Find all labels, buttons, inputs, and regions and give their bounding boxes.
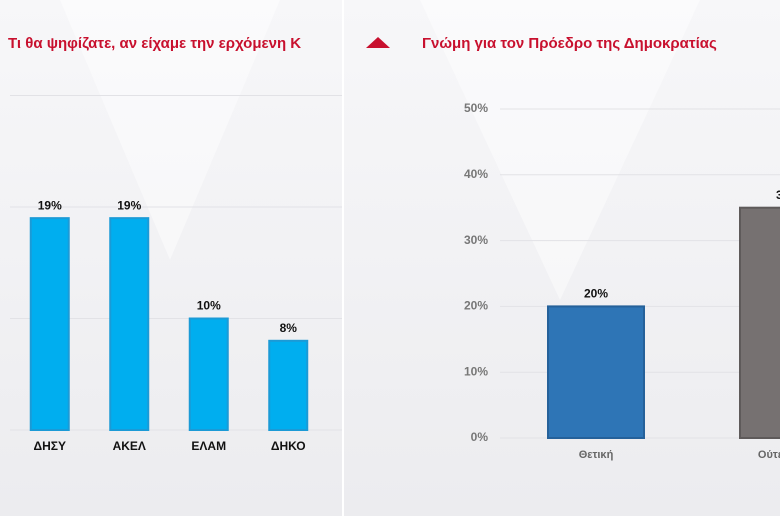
data-label: 19% bbox=[38, 198, 62, 212]
bar bbox=[188, 317, 229, 431]
triangle-icon bbox=[366, 37, 390, 48]
data-label: 35% bbox=[776, 188, 780, 202]
x-tick-label: Ούτε θετική bbox=[758, 449, 780, 461]
x-tick-label: ΑΚΕΛ bbox=[113, 439, 146, 453]
data-label: 20% bbox=[584, 287, 608, 301]
bar bbox=[109, 217, 150, 431]
data-label: 8% bbox=[280, 321, 298, 335]
y-tick-label: 0% bbox=[471, 430, 489, 444]
chart-title: Τι θα ψηφίζατε, αν είχαμε την ερχόμενη Κ bbox=[8, 35, 301, 52]
y-tick-label: 50% bbox=[464, 101, 488, 115]
y-tick-label: 30% bbox=[464, 233, 488, 247]
chart-title: Γνώμη για τον Πρόεδρο της Δημοκρατίας bbox=[422, 35, 717, 52]
x-tick-label: ΔΗΚΟ bbox=[271, 439, 306, 453]
pattern bbox=[60, 0, 700, 300]
x-tick-label: Θετική bbox=[579, 449, 614, 461]
data-label: 10% bbox=[197, 299, 221, 313]
bar bbox=[739, 206, 780, 439]
y-tick-label: 10% bbox=[464, 364, 488, 378]
divider bbox=[342, 0, 344, 516]
x-tick-label: ΔΗΣΥ bbox=[34, 439, 67, 453]
y-tick-label: 40% bbox=[464, 167, 488, 181]
y-tick-label: 20% bbox=[464, 299, 488, 313]
bar bbox=[29, 217, 70, 431]
data-label: 19% bbox=[117, 198, 141, 212]
bar bbox=[547, 305, 645, 439]
x-tick-label: ΕΛΑΜ bbox=[191, 439, 226, 453]
bar bbox=[268, 339, 309, 431]
